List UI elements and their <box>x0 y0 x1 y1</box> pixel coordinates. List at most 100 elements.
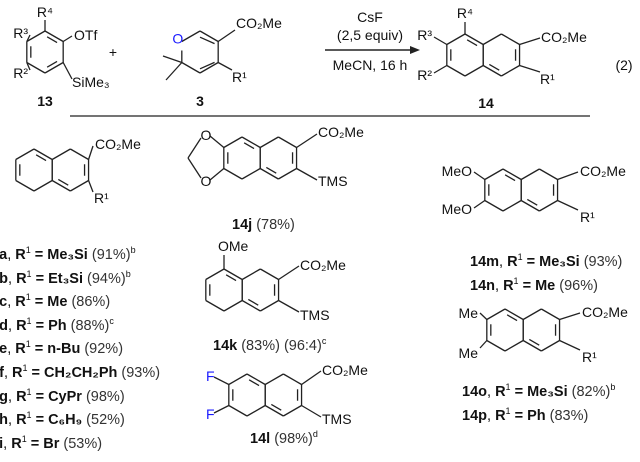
yield: (86%) <box>67 294 111 311</box>
series-m-n-ring-right-bond <box>520 168 540 181</box>
substituent: = Me₃Si <box>522 254 580 270</box>
ome-label: OMe <box>218 238 249 254</box>
dioxole-bond <box>209 168 225 181</box>
fluorine-label: F <box>206 406 215 422</box>
series-m-n-ring-left-bond <box>502 168 522 181</box>
product-14-ring-right-bond <box>482 64 502 77</box>
r-symbol: R <box>16 388 27 405</box>
meo-label: MeO <box>442 201 472 217</box>
r-index: 1 <box>25 245 31 255</box>
series-o-p-ring-right-bond <box>541 308 560 321</box>
series-o-p-ring-right-bond <box>541 339 560 352</box>
substituent: = Ph <box>31 317 67 334</box>
series-a-i-ring-left-bond <box>15 179 35 192</box>
compound-14k-ring-left-bond <box>223 299 243 312</box>
bond <box>479 340 488 349</box>
equation-number: (2) <box>615 57 632 73</box>
compound-14k-ring-right-bond <box>241 299 261 312</box>
ester-label: CO₂Me <box>318 124 364 140</box>
sime3-label: SiMe₃ <box>72 74 110 90</box>
r-symbol: R <box>15 341 26 358</box>
compound-id: 14c <box>0 294 8 311</box>
series-m-n-ring-right-bond <box>539 199 558 212</box>
compound-id: 14d <box>0 317 8 334</box>
yield: (91%) <box>87 247 131 263</box>
product-14-ring-left-double-bond <box>466 39 478 47</box>
compound-14k-ring-right-bond <box>260 299 279 312</box>
compound-14j-ring-right-bond <box>278 136 297 149</box>
footnote-marker: b <box>125 268 131 279</box>
bond <box>278 299 300 313</box>
bond <box>519 37 541 46</box>
pyran-bond <box>199 61 219 74</box>
substituent: = CyPr <box>31 388 82 405</box>
compound-14j-ring-left-double-bond <box>243 142 255 150</box>
series-m-n-ring-right-bond <box>520 199 540 212</box>
bond <box>62 35 73 43</box>
series-a-i-ring-left-bond <box>33 148 53 161</box>
series-a-i-ring-left-bond <box>15 148 35 161</box>
dioxole-bond <box>187 137 202 159</box>
footnote-marker: b <box>610 382 616 392</box>
compound-14l-ring-left-bond <box>246 373 266 386</box>
separator: , <box>495 278 504 294</box>
substituent: = Br <box>26 435 60 452</box>
arrow-head <box>410 46 420 54</box>
series-o-p-ring-left-bond <box>504 339 524 352</box>
pyran-bond <box>181 30 201 43</box>
r1-label: R¹ <box>580 209 595 225</box>
ester-label: CO₂Me <box>236 15 282 31</box>
footnote-marker: d <box>312 429 318 439</box>
substituent: = C₆H₉ <box>31 412 83 429</box>
substituent: = Ph <box>510 408 546 424</box>
reactant-13-ring-double-bond <box>46 60 58 68</box>
r-index: 1 <box>26 386 32 397</box>
reactant-13-ring-bond <box>26 30 46 43</box>
r1-label: R¹ <box>582 349 597 365</box>
entry-14l: 14l (98%)d <box>250 429 318 448</box>
separator: , <box>3 435 12 452</box>
bond <box>296 133 318 149</box>
compound-14j-ring-left-bond <box>241 136 261 149</box>
compound-14k-ring-right-bond <box>241 268 261 281</box>
bond <box>557 171 579 181</box>
entry-14a: 14a, R1 = Me₃Si (91%)b <box>0 245 136 264</box>
yield: (93%) <box>117 365 161 381</box>
compound-3-label: 3 <box>196 93 204 109</box>
bond <box>278 265 300 281</box>
r-symbol: R <box>15 247 26 263</box>
bond <box>26 34 31 42</box>
r-index: 1 <box>26 315 32 326</box>
separator: , <box>487 384 496 400</box>
reactant-13-ring-double-bond <box>46 36 58 44</box>
bond <box>301 404 322 418</box>
compound-14-label: 14 <box>478 95 494 111</box>
r2-label: R² <box>13 65 28 81</box>
pyran-double-bond <box>199 61 215 70</box>
yield: (93%) <box>579 254 623 270</box>
r3-label: R³ <box>13 25 28 41</box>
r-symbol: R <box>11 435 22 452</box>
substituent: = Me₃Si <box>510 384 568 400</box>
series-m-n-ring-right-double-bond <box>526 198 538 206</box>
r-symbol: R <box>16 412 27 429</box>
compound-14l-ring-right-bond <box>264 404 284 417</box>
series-a-i-ring-right-bond <box>51 179 71 192</box>
bond <box>519 64 541 73</box>
methyl-bond <box>165 62 183 81</box>
compound-id: 14n <box>470 278 495 294</box>
entry-14h: 14h, R1 = C₆H₉ (52%) <box>0 410 125 429</box>
r-index: 1 <box>26 410 32 421</box>
yield: (98%) <box>81 388 125 405</box>
dioxole-bond <box>209 135 225 148</box>
r-symbol: R <box>495 384 506 400</box>
separator: , <box>499 254 508 270</box>
series-o-p-ring-left-bond <box>486 308 506 321</box>
product-14-ring-right-bond <box>501 64 520 77</box>
ester-label: CO₂Me <box>541 29 587 45</box>
r-symbol: R <box>16 317 27 334</box>
series-o-p-ring-right-double-bond <box>528 338 540 346</box>
compound-14j-ring-right-bond <box>259 167 279 180</box>
r-index: 1 <box>505 406 511 416</box>
series-o-p-ring-left-bond <box>504 308 524 321</box>
